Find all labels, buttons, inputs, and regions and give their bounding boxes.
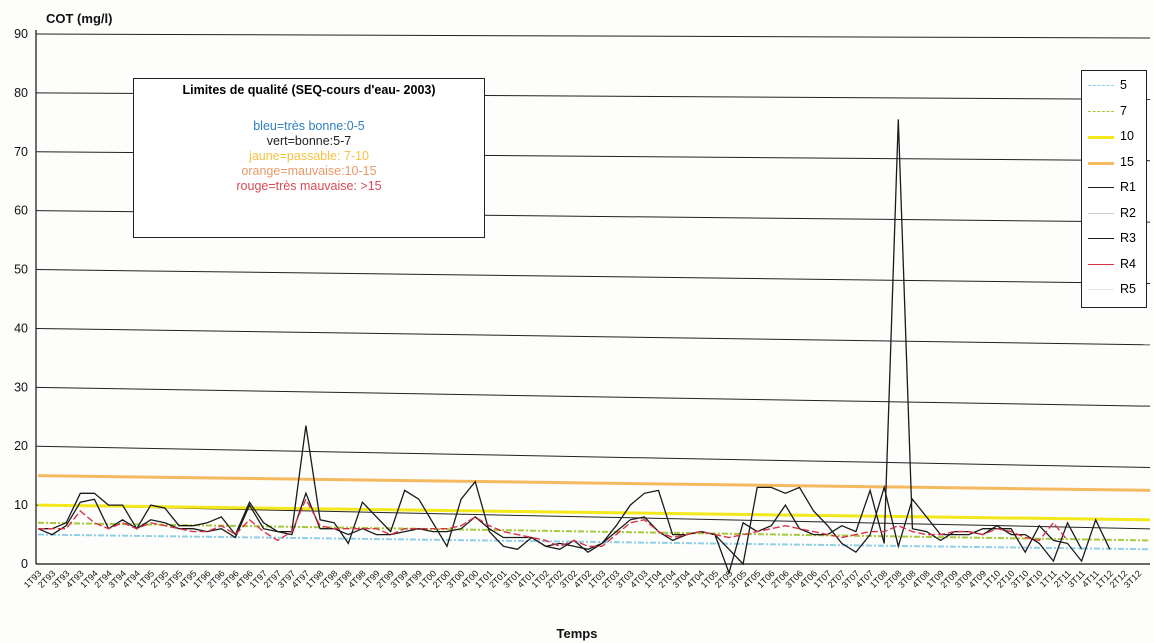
legend-swatch [1088, 110, 1114, 112]
legend-item: R3 [1082, 231, 1146, 245]
legend-swatch [1088, 187, 1114, 188]
quality-limits-title: Limites de qualité (SEQ-cours d'eau- 200… [182, 83, 436, 97]
gridline [35, 33, 1151, 39]
legend-item: 10 [1082, 129, 1146, 143]
y-tick-label: 70 [14, 145, 28, 159]
legend-label: R3 [1120, 231, 1136, 245]
legend-item: R1 [1082, 180, 1146, 194]
legend-label: 5 [1120, 78, 1127, 92]
x-axis-label: Temps [557, 626, 598, 641]
series-line-R1 [38, 425, 1111, 566]
legend-item: 5 [1082, 78, 1146, 92]
legend-label: 10 [1120, 129, 1134, 143]
series-line-R4 [38, 497, 1069, 548]
y-tick-label: 80 [14, 86, 28, 100]
series-line-R3 [37, 119, 1083, 575]
reference-line-10 [37, 503, 1151, 522]
quality-limits-box: Limites de qualité (SEQ-cours d'eau- 200… [133, 78, 485, 238]
quality-limit-line: vert=bonne:5-7 [266, 134, 352, 148]
y-tick-label: 30 [14, 380, 28, 394]
legend-item: R2 [1082, 206, 1146, 220]
legend-label: R1 [1120, 180, 1136, 194]
y-tick-label: 10 [14, 498, 28, 512]
legend-swatch [1088, 136, 1114, 139]
y-tick-label: 40 [14, 321, 28, 335]
gridline [35, 386, 1151, 407]
gridline [35, 327, 1151, 346]
legend-label: R4 [1120, 256, 1136, 271]
quality-limit-line: rouge=très mauvaise: >15 [236, 179, 382, 193]
quality-limit-line: bleu=très bonne:0-5 [253, 119, 365, 133]
legend-item: 15 [1082, 155, 1146, 169]
y-axis-label: COT (mg/l) [46, 11, 112, 26]
legend-label: 7 [1120, 103, 1127, 118]
gridline [35, 445, 1151, 469]
gridline [35, 504, 1151, 530]
y-tick-label: 50 [14, 263, 28, 277]
reference-line-15 [37, 474, 1151, 492]
legend-swatch [1088, 212, 1114, 214]
legend: 5 7 10 15 R1 R2 R3 R4 R5 [1081, 70, 1147, 308]
legend-swatch [1088, 289, 1114, 290]
quality-limit-line: orange=mauvaise:10-15 [241, 164, 377, 178]
legend-item: R5 [1082, 282, 1146, 296]
y-tick-label: 90 [14, 27, 28, 41]
legend-item: R4 [1082, 257, 1146, 271]
legend-item: 7 [1082, 104, 1146, 118]
y-tick-label: 0 [21, 557, 28, 571]
quality-limit-line: jaune=passable: 7-10 [249, 149, 369, 163]
legend-swatch [1088, 85, 1114, 86]
legend-swatch [1088, 161, 1114, 165]
y-tick-label: 60 [14, 204, 28, 218]
legend-label: 15 [1120, 154, 1134, 169]
gridline [35, 269, 1151, 284]
legend-label: R5 [1120, 282, 1136, 296]
reference-line-7 [37, 521, 1151, 542]
legend-swatch [1088, 238, 1114, 239]
y-tick-label: 20 [14, 439, 28, 453]
reference-line-5 [37, 533, 1151, 551]
legend-swatch [1088, 263, 1114, 265]
legend-label: R2 [1120, 205, 1136, 220]
